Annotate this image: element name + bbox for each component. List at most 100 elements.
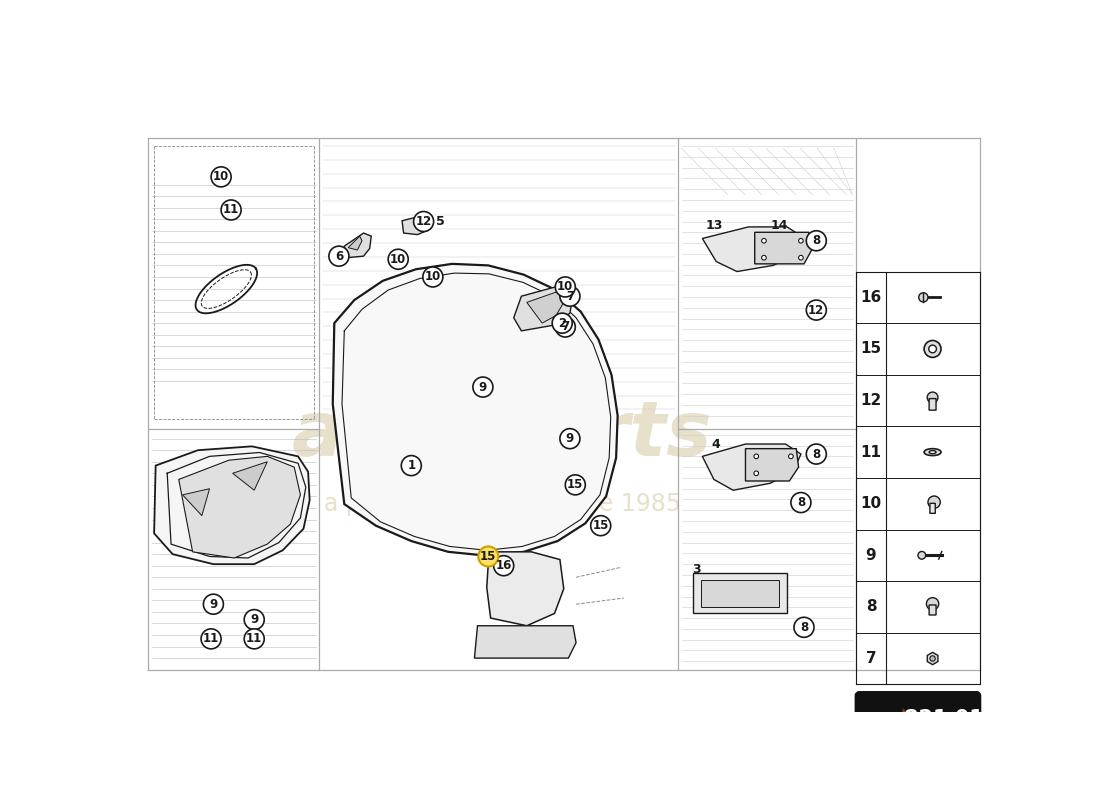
Text: 7: 7 (561, 321, 570, 334)
Text: 10: 10 (860, 496, 881, 511)
Circle shape (221, 200, 241, 220)
Polygon shape (880, 709, 918, 732)
Text: 15: 15 (860, 342, 881, 357)
Text: autoparts: autoparts (292, 398, 713, 472)
Circle shape (924, 341, 942, 358)
Circle shape (927, 392, 938, 403)
Circle shape (565, 475, 585, 495)
Circle shape (806, 230, 826, 250)
Text: 9: 9 (478, 381, 487, 394)
Text: 12: 12 (808, 303, 824, 317)
Polygon shape (701, 579, 779, 607)
Polygon shape (486, 552, 563, 626)
Text: 5: 5 (437, 215, 444, 228)
Text: 821 01: 821 01 (904, 710, 983, 730)
Circle shape (560, 286, 580, 306)
Text: 7: 7 (565, 290, 574, 302)
Circle shape (560, 429, 580, 449)
Circle shape (422, 267, 443, 287)
Text: 13: 13 (705, 219, 723, 232)
Text: 16: 16 (495, 559, 512, 572)
Circle shape (494, 556, 514, 576)
Circle shape (402, 455, 421, 476)
Polygon shape (703, 227, 803, 271)
Circle shape (754, 471, 759, 476)
Text: 4: 4 (712, 438, 720, 450)
Text: 7: 7 (866, 651, 877, 666)
Text: 8: 8 (796, 496, 805, 509)
Text: 10: 10 (558, 281, 573, 294)
Text: 8: 8 (866, 599, 877, 614)
Circle shape (244, 610, 264, 630)
Text: 2: 2 (558, 317, 566, 330)
Text: 10: 10 (390, 253, 406, 266)
Polygon shape (746, 449, 799, 481)
Circle shape (928, 496, 940, 508)
Ellipse shape (924, 449, 942, 455)
Text: 9: 9 (866, 548, 877, 563)
Polygon shape (233, 462, 267, 490)
Circle shape (928, 345, 936, 353)
Text: 14: 14 (771, 219, 788, 232)
Circle shape (789, 454, 793, 458)
Text: 11: 11 (246, 632, 262, 646)
Text: 11: 11 (223, 203, 239, 217)
Circle shape (761, 255, 767, 260)
Text: 11: 11 (204, 632, 219, 646)
Text: 12: 12 (860, 393, 881, 408)
Circle shape (926, 598, 938, 610)
Text: 10: 10 (425, 270, 441, 283)
Circle shape (799, 238, 803, 243)
Polygon shape (927, 652, 938, 665)
Text: 1: 1 (407, 459, 416, 472)
Circle shape (806, 444, 826, 464)
Polygon shape (178, 456, 300, 558)
Circle shape (414, 211, 433, 231)
Circle shape (478, 546, 498, 566)
Circle shape (930, 656, 935, 661)
Text: 6: 6 (334, 250, 343, 262)
FancyBboxPatch shape (930, 398, 936, 410)
Text: 9: 9 (209, 598, 218, 610)
Polygon shape (693, 574, 788, 614)
Circle shape (388, 250, 408, 270)
Text: 8: 8 (812, 447, 821, 461)
Polygon shape (514, 285, 573, 331)
Polygon shape (880, 713, 904, 715)
Circle shape (244, 629, 264, 649)
Circle shape (754, 454, 759, 458)
Polygon shape (344, 233, 372, 258)
Text: 3: 3 (692, 563, 701, 576)
Text: 15: 15 (568, 478, 583, 491)
Polygon shape (755, 232, 812, 264)
FancyBboxPatch shape (930, 503, 935, 514)
Circle shape (917, 551, 926, 559)
Circle shape (806, 300, 826, 320)
Text: 9: 9 (565, 432, 574, 445)
Circle shape (591, 516, 611, 536)
Circle shape (552, 313, 572, 333)
Circle shape (799, 255, 803, 260)
Text: 10: 10 (213, 170, 229, 183)
Polygon shape (183, 489, 209, 516)
Circle shape (556, 317, 575, 337)
Circle shape (794, 618, 814, 638)
Text: 11: 11 (860, 445, 881, 460)
Circle shape (211, 167, 231, 187)
Text: 12: 12 (416, 215, 431, 228)
Polygon shape (403, 215, 429, 234)
Polygon shape (703, 444, 801, 490)
Text: 16: 16 (860, 290, 881, 305)
Circle shape (556, 277, 575, 297)
Circle shape (201, 629, 221, 649)
Text: a passion for parts since 1985: a passion for parts since 1985 (323, 492, 681, 516)
Circle shape (761, 238, 767, 243)
FancyBboxPatch shape (856, 693, 980, 751)
Polygon shape (154, 446, 310, 564)
Polygon shape (474, 626, 576, 658)
Circle shape (204, 594, 223, 614)
Text: 8: 8 (800, 621, 808, 634)
Polygon shape (527, 291, 563, 323)
Text: 15: 15 (480, 550, 496, 563)
Text: 15: 15 (593, 519, 609, 532)
